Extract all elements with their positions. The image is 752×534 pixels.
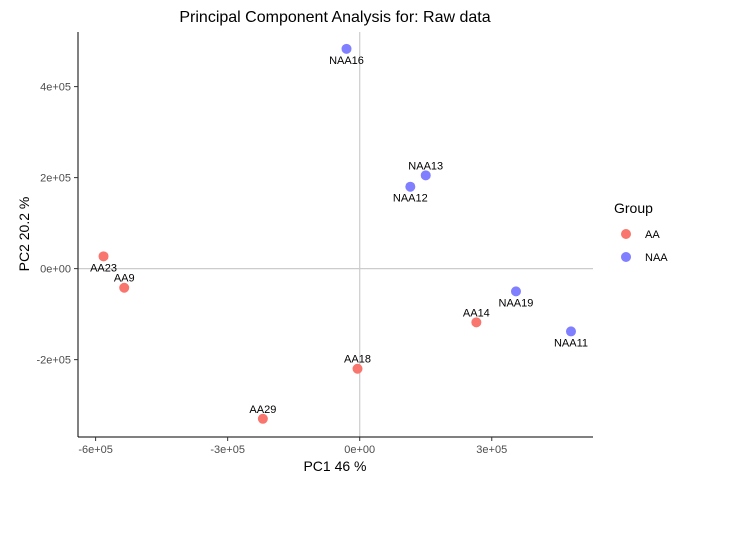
legend: Group AA NAA [614, 200, 668, 264]
x-tick-label: 3e+05 [476, 444, 507, 456]
x-tick-label: 0e+00 [344, 444, 375, 456]
data-point [471, 317, 482, 328]
data-point [341, 43, 352, 54]
chart-title: Principal Component Analysis for: Raw da… [179, 9, 490, 26]
data-point-label: AA9 [114, 273, 135, 285]
data-point-label: AA14 [463, 307, 490, 319]
y-axis-title: PC2 20.2 % [16, 197, 32, 272]
data-point-label: NAA12 [393, 193, 428, 205]
data-point-label: NAA11 [554, 337, 588, 349]
data-point-label: NAA16 [329, 55, 364, 67]
data-point [257, 413, 268, 424]
legend-title: Group [614, 200, 653, 216]
x-axis-title: PC1 46 % [303, 458, 366, 474]
data-point-label: NAA13 [408, 160, 443, 172]
data-point-label: AA29 [249, 404, 276, 416]
data-point [565, 326, 576, 337]
data-point [119, 282, 130, 293]
legend-entry-label: AA [645, 229, 660, 241]
legend-key [621, 252, 631, 262]
data-point-label: AA18 [344, 354, 371, 366]
y-tick-label: 2e+05 [40, 173, 71, 185]
legend-key [621, 229, 631, 239]
x-tick-label: -6e+05 [78, 444, 113, 456]
data-point-label: AA23 [90, 262, 117, 274]
data-point [98, 251, 109, 262]
data-point [510, 286, 521, 297]
legend-entry-label: NAA [645, 252, 668, 264]
data-point [420, 170, 431, 181]
y-tick-label: 0e+00 [40, 264, 71, 276]
plot-area: -6e+05 -3e+05 0e+00 3e+05 -2e+05 0e+00 2e+05 4e… [36, 32, 593, 456]
data-point [405, 181, 416, 192]
data-point-label: NAA19 [499, 297, 534, 309]
data-point [352, 363, 363, 374]
y-tick-label: -2e+05 [36, 355, 71, 367]
x-tick-label: -3e+05 [210, 444, 245, 456]
y-tick-label: 4e+05 [40, 82, 71, 94]
